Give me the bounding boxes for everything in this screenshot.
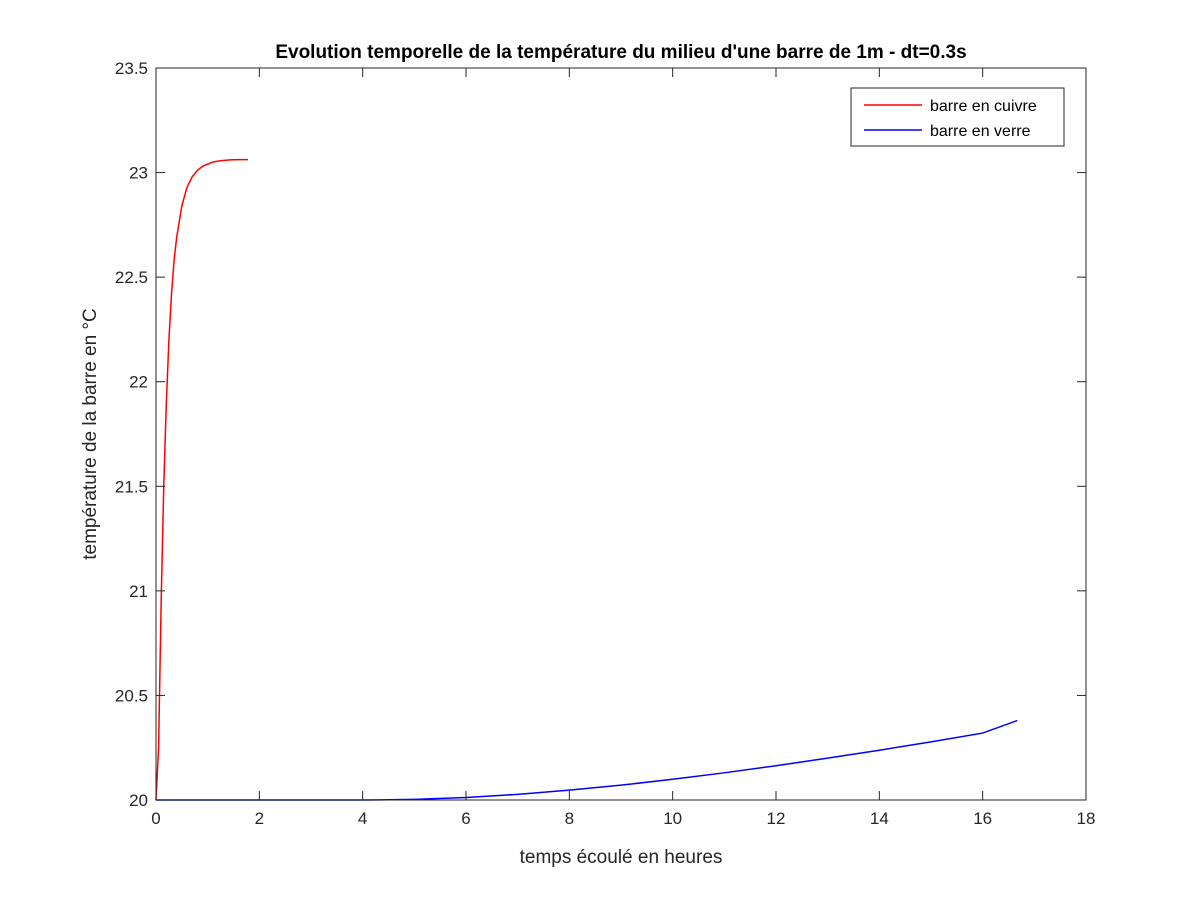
- y-tick-label: 22.5: [115, 268, 148, 287]
- y-tick-label: 21: [129, 582, 148, 601]
- x-tick-label: 12: [767, 809, 786, 828]
- tick-layer: 0 2 4 6 8 10 12 14 16 18 20 20.5 21 21.5 22 22.5 23 23.5: [115, 59, 1096, 828]
- legend-label-verre: barre en verre: [930, 123, 1031, 140]
- x-tick-label: 14: [870, 809, 889, 828]
- plot-area: [156, 68, 1086, 800]
- y-tick-label: 20.5: [115, 686, 148, 705]
- x-tick-label: 16: [973, 809, 992, 828]
- legend: barre en cuivre barre en verre: [850, 87, 1065, 147]
- x-tick-label: 0: [151, 809, 160, 828]
- y-tick-label: 21.5: [115, 477, 148, 496]
- x-tick-label: 10: [663, 809, 682, 828]
- x-axis-label: temps écoulé en heures: [520, 847, 723, 868]
- y-tick-label: 20: [129, 791, 148, 810]
- chart-title: Evolution temporelle de la température d…: [275, 42, 966, 63]
- y-tick-label: 23: [129, 164, 148, 183]
- x-tick-label: 2: [255, 809, 264, 828]
- y-tick-label: 23.5: [115, 59, 148, 78]
- legend-label-cuivre: barre en cuivre: [930, 98, 1037, 115]
- x-tick-label: 4: [358, 809, 367, 828]
- x-tick-label: 6: [461, 809, 470, 828]
- y-axis-label: température de la barre en °C: [80, 308, 101, 560]
- x-tick-label: 18: [1077, 809, 1096, 828]
- axes-box: [155, 67, 1087, 801]
- y-tick-label: 22: [129, 373, 148, 392]
- x-tick-label: 8: [565, 809, 574, 828]
- series-line-barre-en-cuivre: [155, 158, 248, 801]
- legend-box: [850, 87, 1065, 147]
